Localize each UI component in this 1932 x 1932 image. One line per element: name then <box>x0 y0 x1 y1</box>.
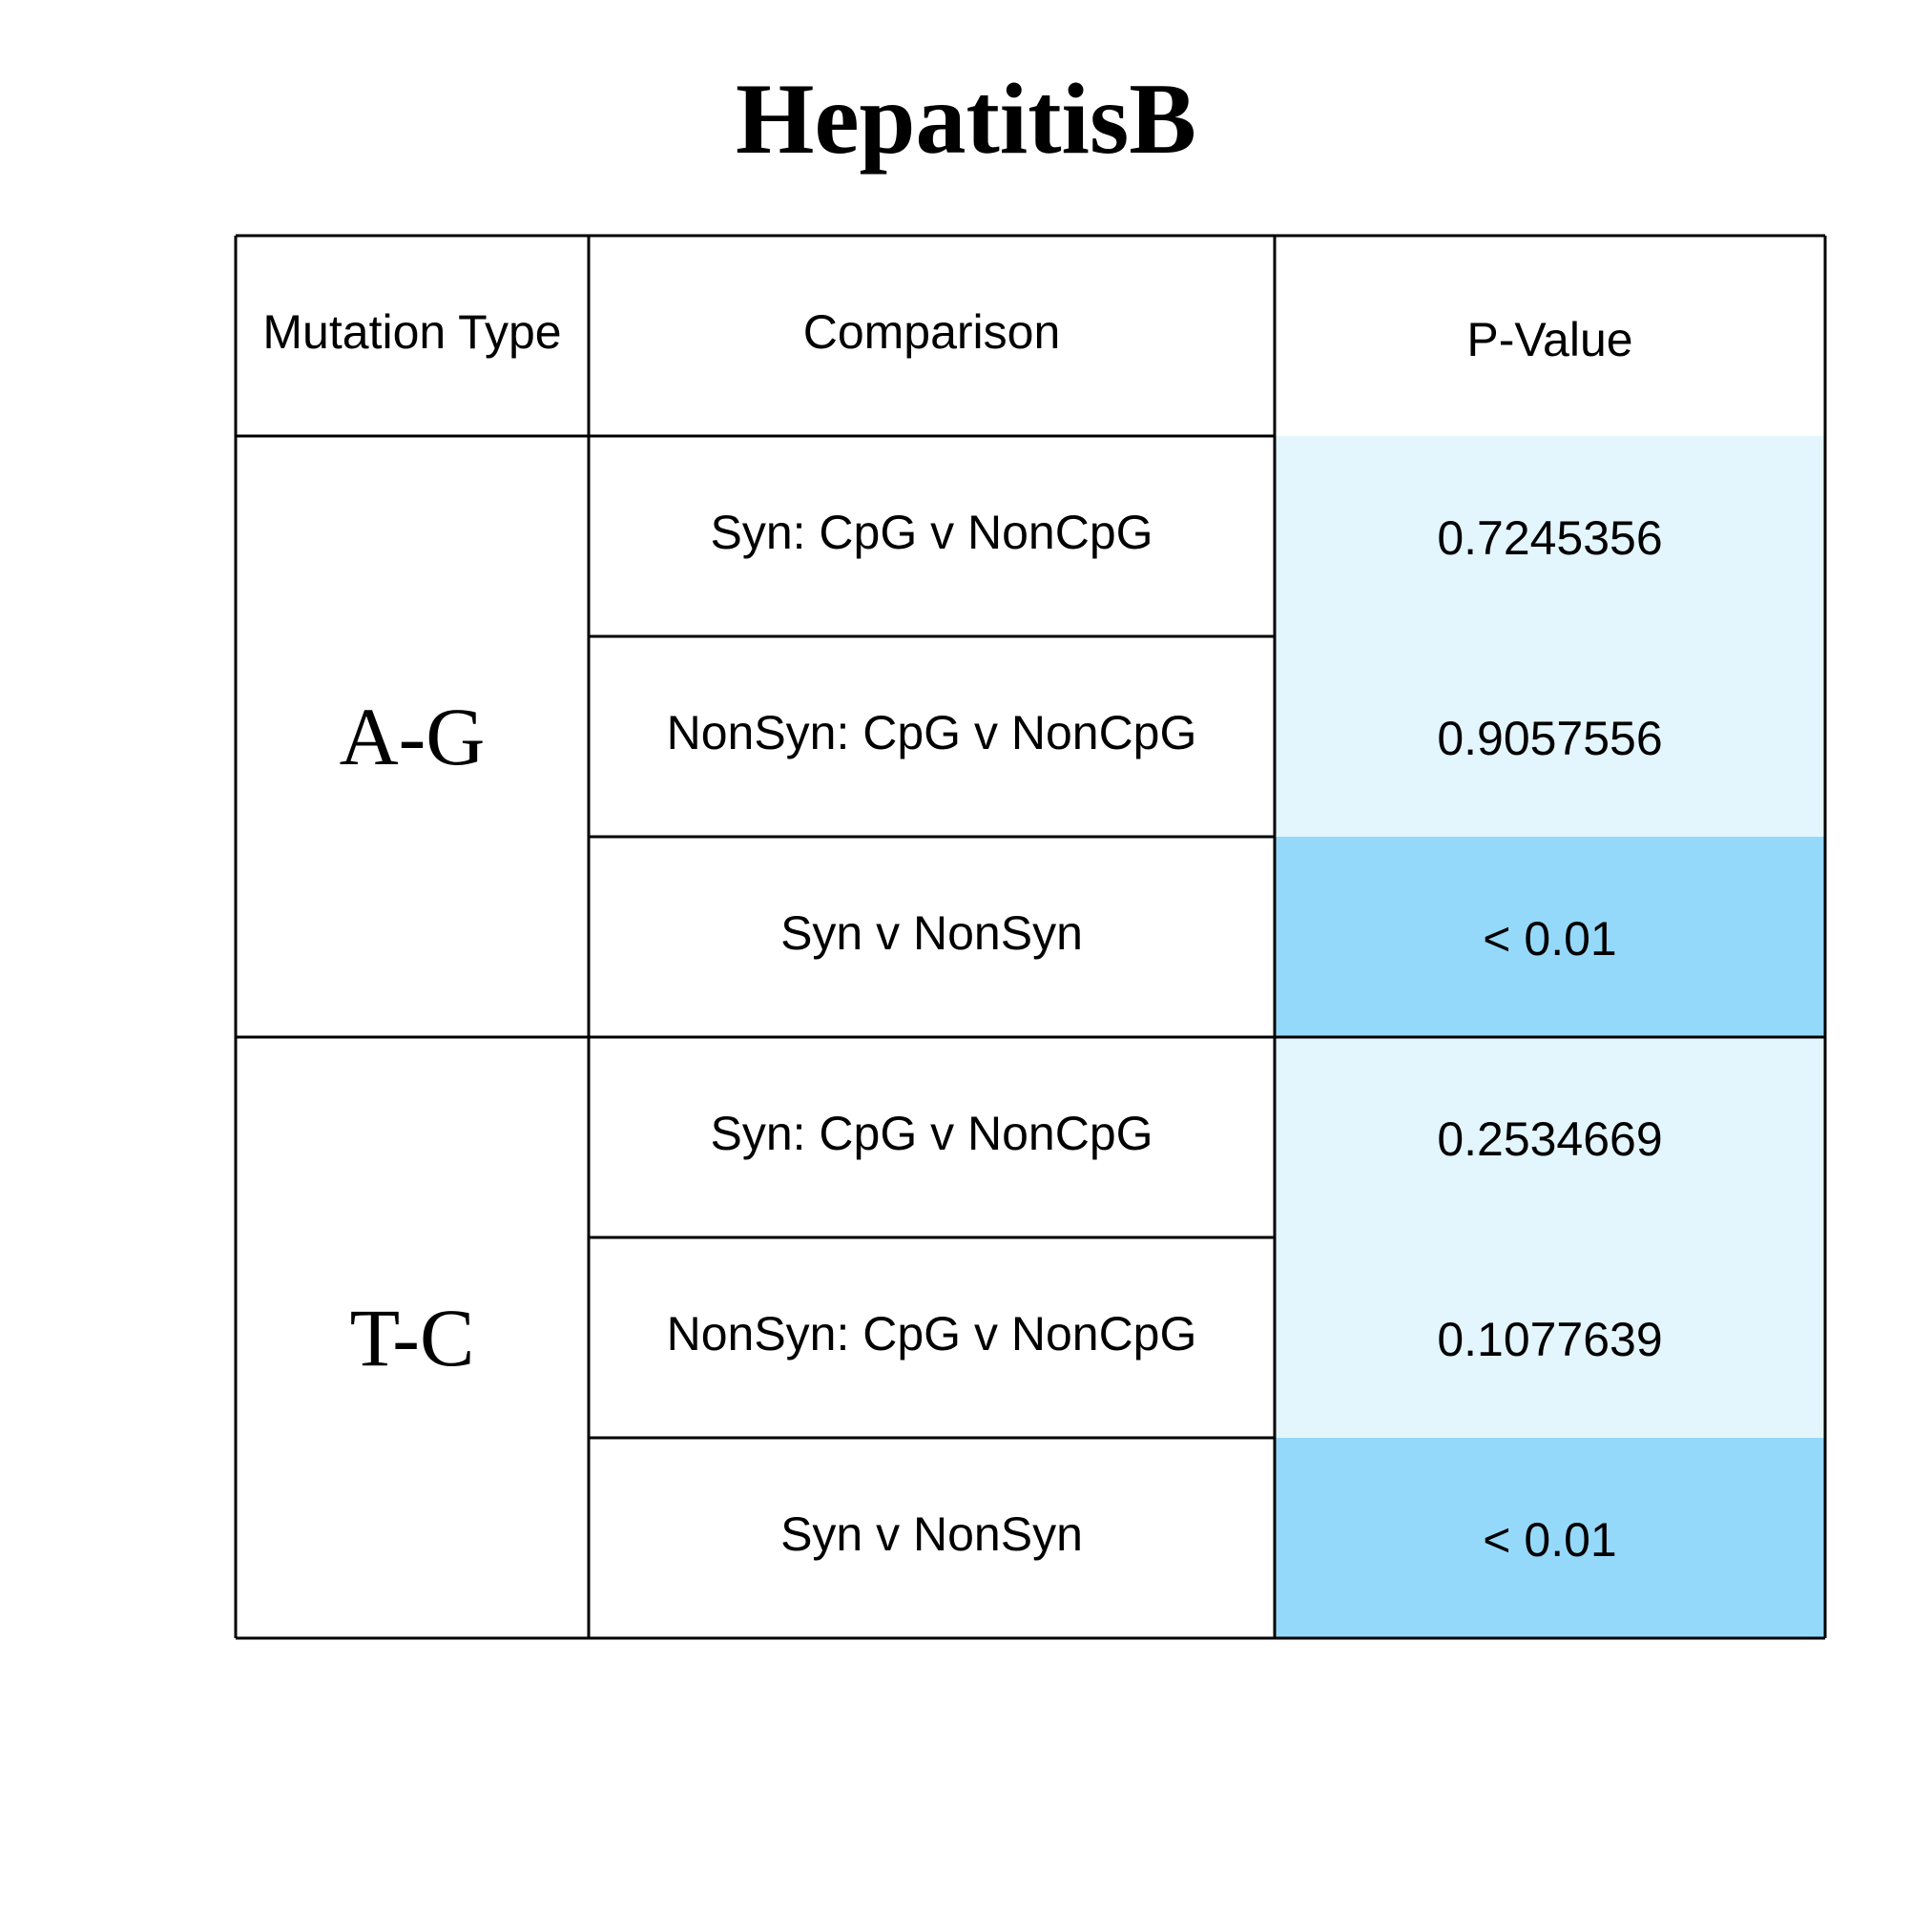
p-value-label: 0.2534669 <box>1437 1112 1662 1166</box>
comparison-label: Syn: CpG v NonCpG <box>710 506 1153 559</box>
p-value-label: 0.1077639 <box>1437 1313 1662 1366</box>
comparison-label: NonSyn: CpG v NonCpG <box>667 706 1197 759</box>
comparison-label: NonSyn: CpG v NonCpG <box>667 1307 1197 1361</box>
comparison-label: Syn v NonSyn <box>780 906 1083 960</box>
p-value-cell-fill <box>1275 436 1825 636</box>
cell-fills <box>1275 436 1825 1638</box>
p-value-label: 0.9057556 <box>1437 712 1662 765</box>
comparison-label: Syn v NonSyn <box>780 1507 1083 1561</box>
p-value-cell-fill <box>1275 1438 1825 1638</box>
header-mutation-type: Mutation Type <box>262 305 561 359</box>
p-value-cell-fill <box>1275 1037 1825 1237</box>
mutation-type-label: A-G <box>340 691 486 782</box>
p-value-label: 0.7245356 <box>1437 511 1662 565</box>
comparison-label: Syn: CpG v NonCpG <box>710 1107 1153 1160</box>
p-value-cell-fill <box>1275 636 1825 837</box>
header-p-value: P-Value <box>1466 313 1632 366</box>
p-value-label: < 0.01 <box>1483 1513 1616 1567</box>
p-value-cell-fill <box>1275 1237 1825 1438</box>
p-value-cell-fill <box>1275 837 1825 1037</box>
cell-labels: Mutation Type Comparison P-Value A-G Syn: Cp… <box>262 305 1662 1567</box>
grid-lines <box>234 234 1827 1640</box>
header-comparison: Comparison <box>803 305 1061 359</box>
mutation-type-label: T-C <box>350 1292 475 1383</box>
chart-title: HepatitisB <box>736 63 1196 175</box>
p-value-label: < 0.01 <box>1483 912 1616 966</box>
